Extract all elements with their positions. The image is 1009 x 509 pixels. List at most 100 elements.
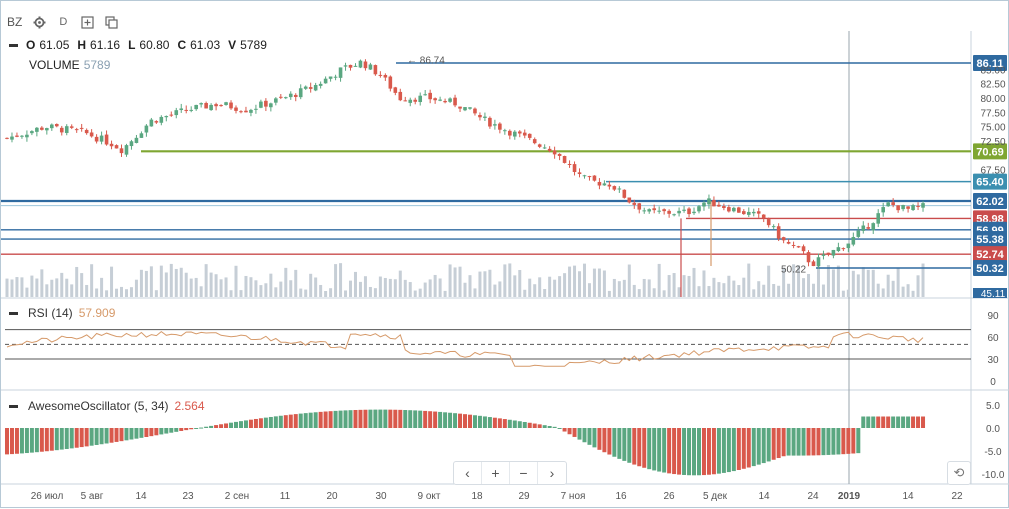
volume-bar xyxy=(408,282,412,297)
time-tick-label: 11 xyxy=(280,491,291,502)
price-badge-label: 62.02 xyxy=(976,196,1004,208)
volume-bar xyxy=(80,273,84,297)
candle-body xyxy=(463,107,467,111)
ao-bar xyxy=(687,428,692,476)
candle-body xyxy=(737,207,741,213)
price-badge xyxy=(973,173,1007,190)
candle-body xyxy=(642,210,647,212)
volume-bar xyxy=(896,268,900,297)
candle-body xyxy=(592,175,597,181)
ohlc-legend: O 61.05 H 61.16 L 60.80 C 61.03 V 5789 V… xyxy=(9,35,271,75)
ao-bar xyxy=(552,426,557,428)
ao-bar xyxy=(627,428,632,463)
ao-bar xyxy=(582,428,587,443)
volume-bar xyxy=(139,269,143,297)
candle-body xyxy=(856,230,861,237)
ao-bar xyxy=(547,425,552,428)
ao-bar xyxy=(851,428,856,454)
price-badge xyxy=(973,246,1007,263)
ao-bar xyxy=(806,428,811,456)
volume-bar xyxy=(70,284,74,297)
time-tick-label: 5 авг xyxy=(81,491,104,502)
candle-body xyxy=(547,148,552,151)
volume-bar xyxy=(513,275,517,297)
horizontal-levels xyxy=(1,62,971,297)
price-badge xyxy=(973,143,1007,160)
ao-bar xyxy=(268,416,273,428)
candle-body xyxy=(692,211,696,214)
ao-bar xyxy=(577,428,582,440)
candle-body xyxy=(428,92,432,100)
volume-bar xyxy=(329,288,333,297)
volume-bar xyxy=(597,268,601,297)
legend-handle-icon[interactable] xyxy=(9,43,18,47)
candle-body xyxy=(338,67,343,78)
ao-bar xyxy=(801,428,806,456)
ao-bar xyxy=(537,424,542,428)
volume-bar xyxy=(553,279,557,297)
reset-chart-button[interactable]: ⟲ xyxy=(947,461,971,485)
symbol-label[interactable]: BZ xyxy=(7,15,23,29)
candle-body xyxy=(637,203,642,210)
rsi-handle-icon[interactable] xyxy=(9,311,18,315)
candle-body xyxy=(25,134,29,138)
volume-bar xyxy=(358,281,362,297)
ao-bar xyxy=(796,428,801,456)
candle-body xyxy=(851,237,856,245)
ao-bar xyxy=(816,428,821,456)
volume-bar xyxy=(802,278,806,297)
candle-body xyxy=(652,208,656,211)
volume-bar xyxy=(523,289,527,297)
layout-icon[interactable] xyxy=(104,14,118,30)
ao-tick-label: 0.0 xyxy=(986,424,1000,435)
volume-bar xyxy=(199,286,203,297)
candle-body xyxy=(612,186,617,190)
candle-body xyxy=(54,123,59,127)
rsi-tick-label: 0 xyxy=(990,377,996,388)
volume-bar xyxy=(826,265,830,297)
ao-bar xyxy=(667,428,672,474)
candle-body xyxy=(503,130,507,132)
volume-bar xyxy=(274,287,278,297)
scroll-right-button[interactable]: › xyxy=(549,465,555,481)
volume-bar xyxy=(533,284,537,297)
add-compare-icon[interactable] xyxy=(80,14,94,30)
price-badge-label: 86.11 xyxy=(977,58,1004,70)
ao-handle-icon[interactable] xyxy=(9,404,18,408)
ao-bar xyxy=(159,428,164,435)
candle-body xyxy=(164,116,169,118)
volume-bar xyxy=(229,290,233,297)
ao-bar xyxy=(224,423,229,428)
zoom-in-button[interactable]: + xyxy=(482,462,510,484)
volume-bar xyxy=(30,275,34,297)
time-tick-label: 2019 xyxy=(838,491,861,502)
candle-body xyxy=(811,261,816,267)
ao-bar xyxy=(886,416,891,428)
volume-bar xyxy=(249,277,253,297)
candle-body xyxy=(119,148,124,154)
interval-label[interactable]: D xyxy=(59,16,68,28)
candle-body xyxy=(582,175,587,177)
gear-icon[interactable] xyxy=(32,14,46,30)
ao-bar xyxy=(388,409,393,428)
volume-bar xyxy=(115,288,119,297)
time-tick-label: 23 xyxy=(182,491,194,502)
ao-bar xyxy=(5,428,9,455)
volume-short-value: 5789 xyxy=(240,38,267,52)
ao-bar xyxy=(263,417,268,428)
time-tick-label: 22 xyxy=(951,491,963,502)
volume-bar xyxy=(254,280,258,297)
ao-bar xyxy=(502,419,507,428)
ao-bar xyxy=(214,425,219,428)
candle-body xyxy=(274,98,278,103)
time-tick-label: 24 xyxy=(807,491,819,502)
candle-body xyxy=(333,76,338,78)
candle-body xyxy=(204,103,208,109)
candle-body xyxy=(114,145,119,149)
ao-bar xyxy=(637,428,642,467)
scroll-left-button[interactable]: ‹ xyxy=(454,462,482,484)
zoom-out-button[interactable]: − xyxy=(510,462,538,484)
ohlc-row: O 61.05 H 61.16 L 60.80 C 61.03 V 5789 xyxy=(9,35,271,55)
volume-bar xyxy=(508,263,512,297)
